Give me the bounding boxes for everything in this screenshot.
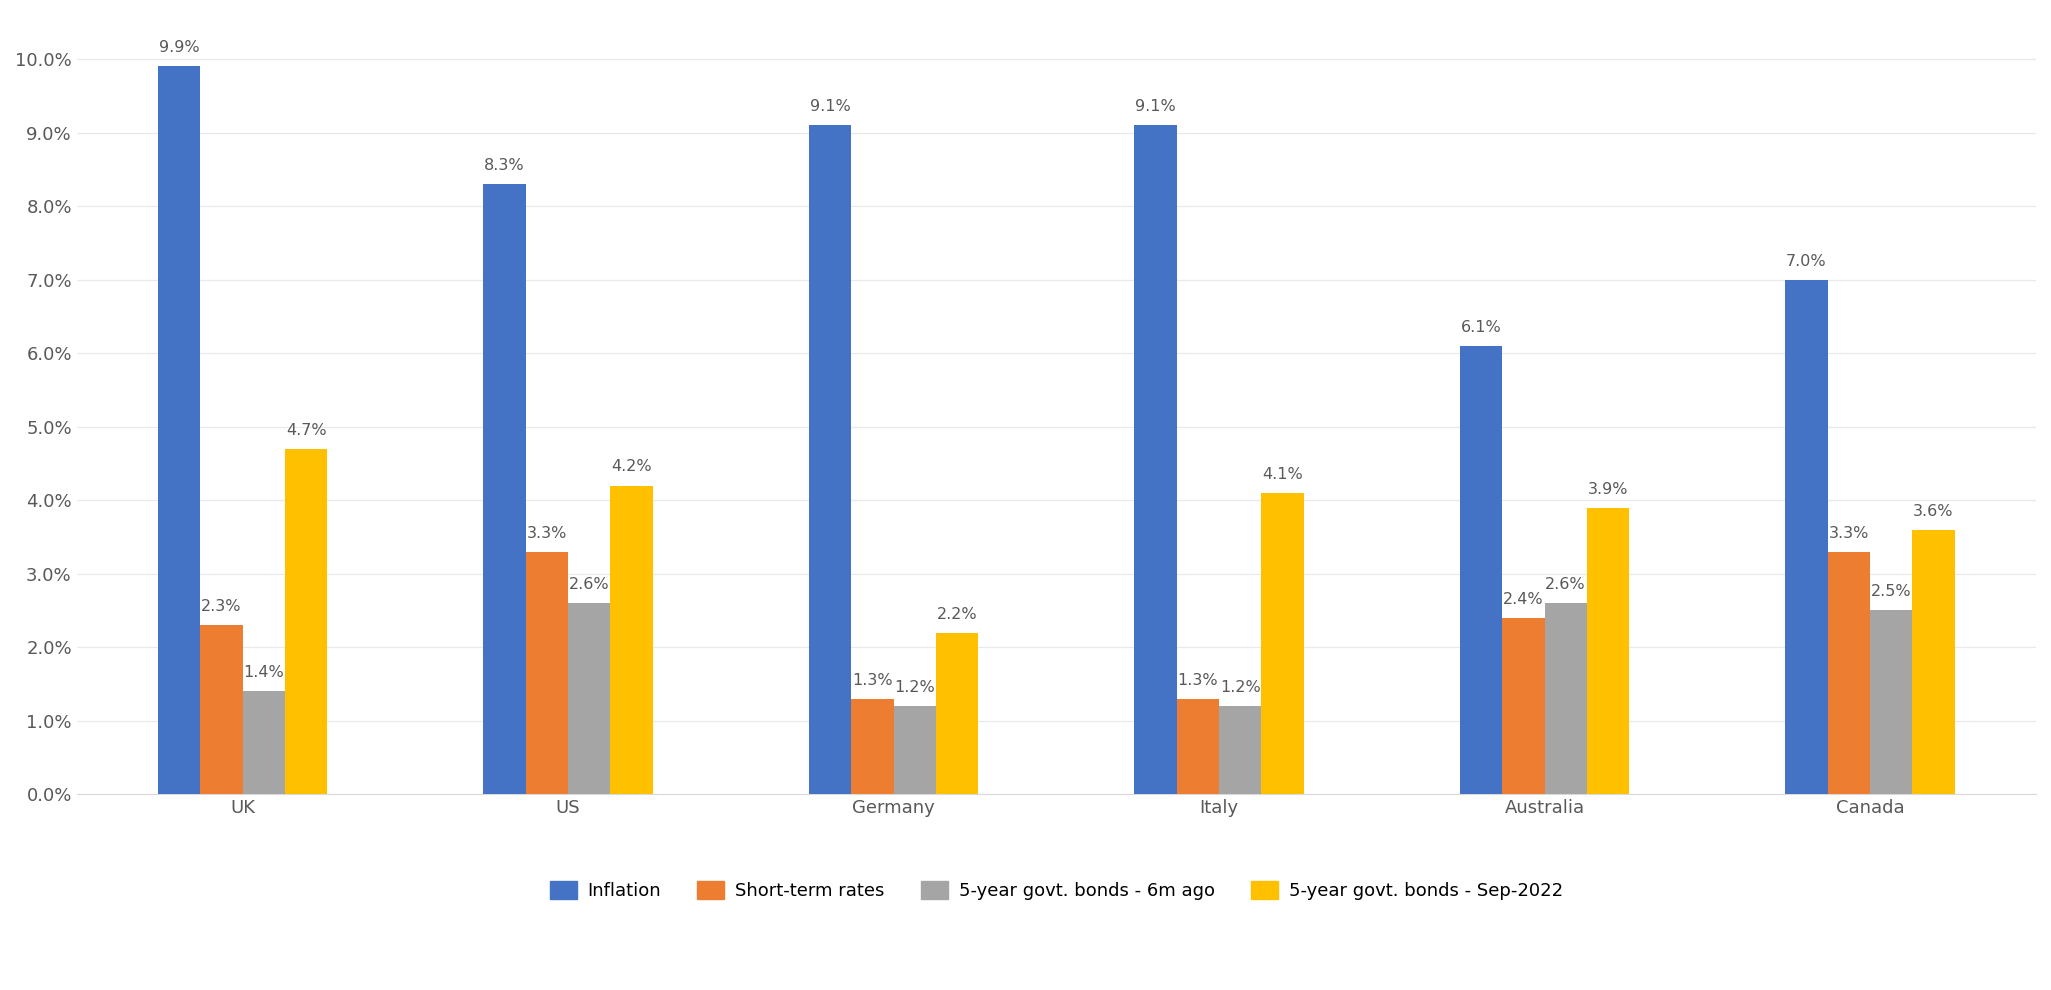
Bar — [1827, 551, 1871, 794]
Bar — [1544, 603, 1587, 794]
Bar — [611, 485, 652, 794]
Text: 2.2%: 2.2% — [937, 607, 978, 622]
Bar — [808, 126, 851, 794]
Text: 3.9%: 3.9% — [1587, 481, 1628, 497]
Text: 1.2%: 1.2% — [1220, 680, 1261, 695]
Bar — [242, 691, 285, 794]
Bar — [1460, 346, 1501, 794]
Text: 1.3%: 1.3% — [1177, 672, 1218, 688]
Bar — [1218, 706, 1261, 794]
Bar — [568, 603, 611, 794]
Text: 1.3%: 1.3% — [851, 672, 892, 688]
Bar — [1871, 611, 1912, 794]
Text: 4.1%: 4.1% — [1261, 467, 1302, 482]
Bar — [851, 699, 894, 794]
Bar — [158, 66, 201, 794]
Text: 4.7%: 4.7% — [285, 423, 326, 438]
Text: 2.4%: 2.4% — [1503, 592, 1544, 607]
Bar — [201, 626, 242, 794]
Bar — [1587, 508, 1628, 794]
Bar — [1134, 126, 1177, 794]
Text: 9.1%: 9.1% — [810, 99, 851, 114]
Text: 2.6%: 2.6% — [568, 577, 609, 592]
Bar — [935, 633, 978, 794]
Bar — [1261, 493, 1304, 794]
Text: 3.3%: 3.3% — [527, 526, 568, 541]
Text: 7.0%: 7.0% — [1786, 253, 1827, 268]
Bar — [1501, 618, 1544, 794]
Text: 6.1%: 6.1% — [1460, 320, 1501, 335]
Bar — [285, 448, 328, 794]
Bar — [1177, 699, 1218, 794]
Text: 1.2%: 1.2% — [894, 680, 935, 695]
Text: 9.1%: 9.1% — [1134, 99, 1175, 114]
Text: 2.3%: 2.3% — [201, 599, 242, 614]
Text: 4.2%: 4.2% — [611, 459, 652, 474]
Text: 2.5%: 2.5% — [1871, 584, 1912, 600]
Text: 8.3%: 8.3% — [484, 158, 525, 173]
Text: 9.9%: 9.9% — [158, 41, 199, 55]
Text: 1.4%: 1.4% — [244, 665, 285, 680]
Text: 3.3%: 3.3% — [1829, 526, 1868, 541]
Legend: Inflation, Short-term rates, 5-year govt. bonds - 6m ago, 5-year govt. bonds - S: Inflation, Short-term rates, 5-year govt… — [544, 873, 1571, 907]
Bar — [894, 706, 935, 794]
Bar — [1912, 530, 1955, 794]
Text: 2.6%: 2.6% — [1544, 577, 1585, 592]
Text: 3.6%: 3.6% — [1914, 504, 1955, 519]
Bar — [1784, 279, 1827, 794]
Bar — [525, 551, 568, 794]
Bar — [484, 184, 525, 794]
